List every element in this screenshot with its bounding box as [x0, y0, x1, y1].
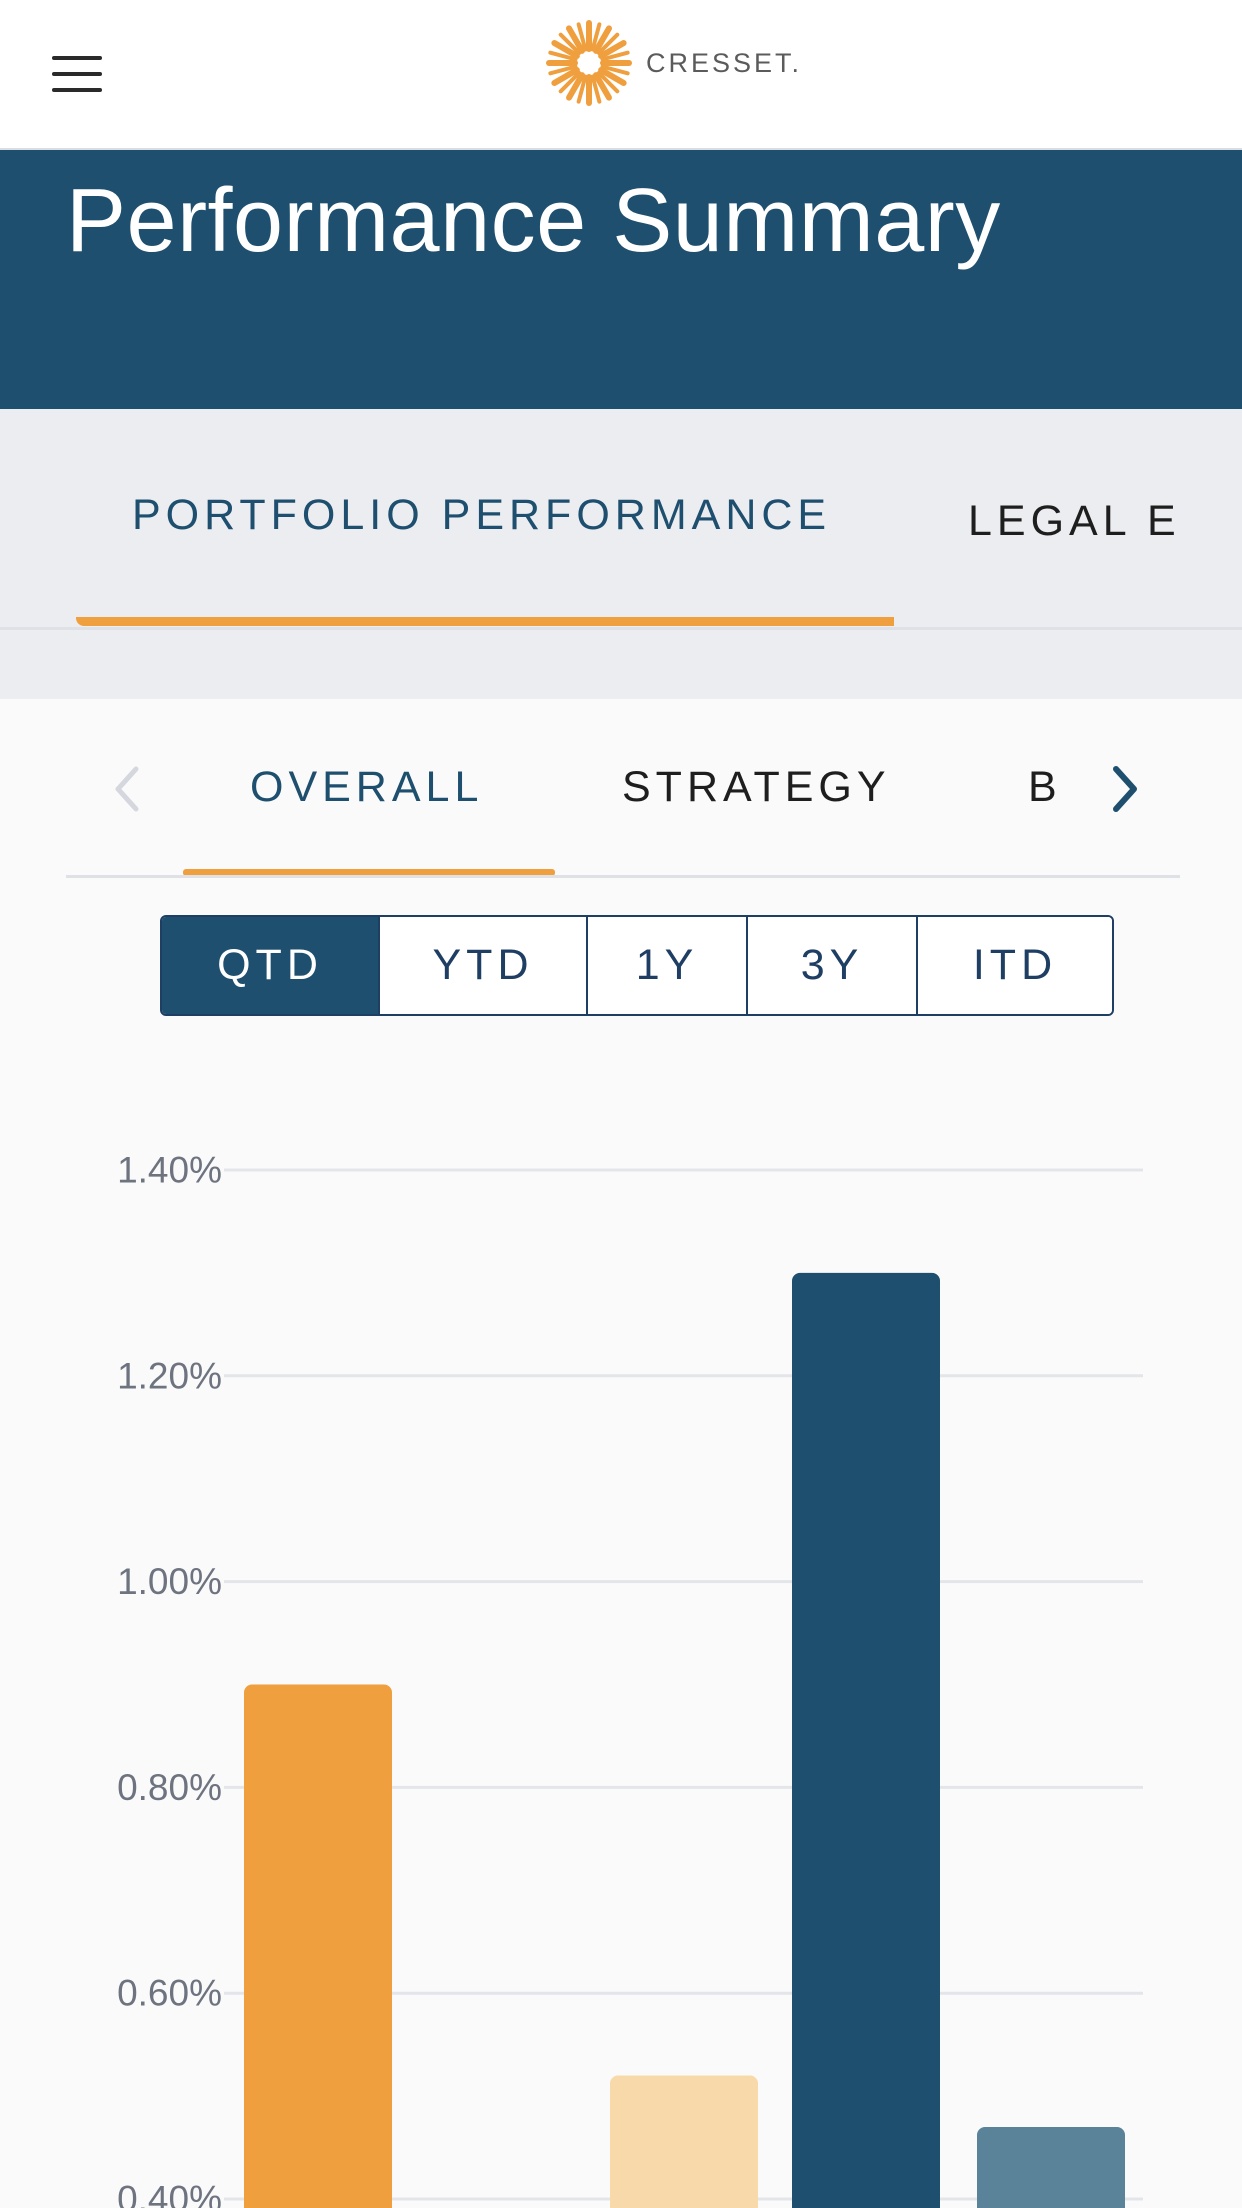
sub-tabs-divider [66, 875, 1180, 878]
section-tabs: PORTFOLIO PERFORMANCE LEGAL E [0, 409, 1242, 699]
period-ytd-button[interactable]: YTD [378, 917, 586, 1014]
y-tick-label: 1.20% [117, 1355, 222, 1396]
logo-ray [593, 72, 612, 101]
period-itd-button[interactable]: ITD [916, 917, 1112, 1014]
y-tick-label: 1.00% [117, 1561, 222, 1602]
section-tabs-divider [0, 627, 1242, 630]
logo-ray [566, 25, 585, 54]
page-title: Performance Summary [66, 171, 1001, 271]
logo-ray [596, 32, 620, 56]
logo-ray [590, 74, 602, 104]
performance-bar-chart: 1.40% 1.20% 1.00% 0.80% 0.60% 0.40% [117, 1150, 1143, 2208]
period-qtd-button[interactable]: QTD [162, 917, 378, 1014]
tab-legal-entity[interactable]: LEGAL E [968, 497, 1181, 545]
logo-ray [558, 32, 582, 56]
logo-ray [576, 22, 588, 52]
logo-ray [596, 70, 620, 94]
logo-ray [600, 64, 630, 76]
menu-icon[interactable] [52, 52, 102, 96]
tab-portfolio-performance[interactable]: PORTFOLIO PERFORMANCE [132, 491, 832, 539]
logo: CRESSET. [546, 18, 802, 108]
period-3y-button[interactable]: 3Y [746, 917, 916, 1014]
logo-ray [558, 70, 582, 94]
period-selector: QTD YTD 1Y 3Y ITD [160, 915, 1114, 1016]
active-tab-indicator [76, 617, 894, 626]
logo-ray [590, 22, 602, 52]
active-subtab-indicator [183, 869, 555, 876]
subtab-b[interactable]: B [1028, 763, 1062, 811]
logo-ray [598, 40, 627, 59]
logo-ray [598, 67, 627, 86]
y-tick-label: 0.60% [117, 1973, 222, 2014]
chevron-right-icon[interactable] [1102, 759, 1146, 819]
sub-tabs: OVERALL STRATEGY B [66, 699, 1180, 879]
hero-banner: Performance Summary [0, 150, 1242, 409]
chevron-left-icon[interactable] [106, 759, 150, 819]
logo-ray [551, 67, 580, 86]
bar[interactable] [977, 2126, 1125, 2208]
logo-ray [593, 25, 612, 54]
bar[interactable] [244, 1684, 392, 2208]
period-1y-button[interactable]: 1Y [586, 917, 746, 1014]
bar[interactable] [792, 1272, 940, 2208]
y-tick-label: 0.40% [117, 2179, 222, 2208]
top-bar: CRESSET. [0, 0, 1242, 150]
logo-ray [576, 74, 588, 104]
subtab-strategy[interactable]: STRATEGY [622, 763, 891, 811]
logo-ray [548, 64, 578, 76]
y-tick-label: 1.40% [117, 1150, 222, 1191]
logo-ray [566, 72, 585, 101]
logo-ray [600, 50, 630, 62]
cresset-sun-icon [546, 20, 632, 106]
logo-text: CRESSET. [646, 47, 803, 78]
subtab-overall[interactable]: OVERALL [250, 763, 484, 811]
y-tick-label: 0.80% [117, 1767, 222, 1808]
bar[interactable] [610, 2075, 758, 2208]
logo-ray [548, 50, 578, 62]
logo-ray [551, 40, 580, 59]
